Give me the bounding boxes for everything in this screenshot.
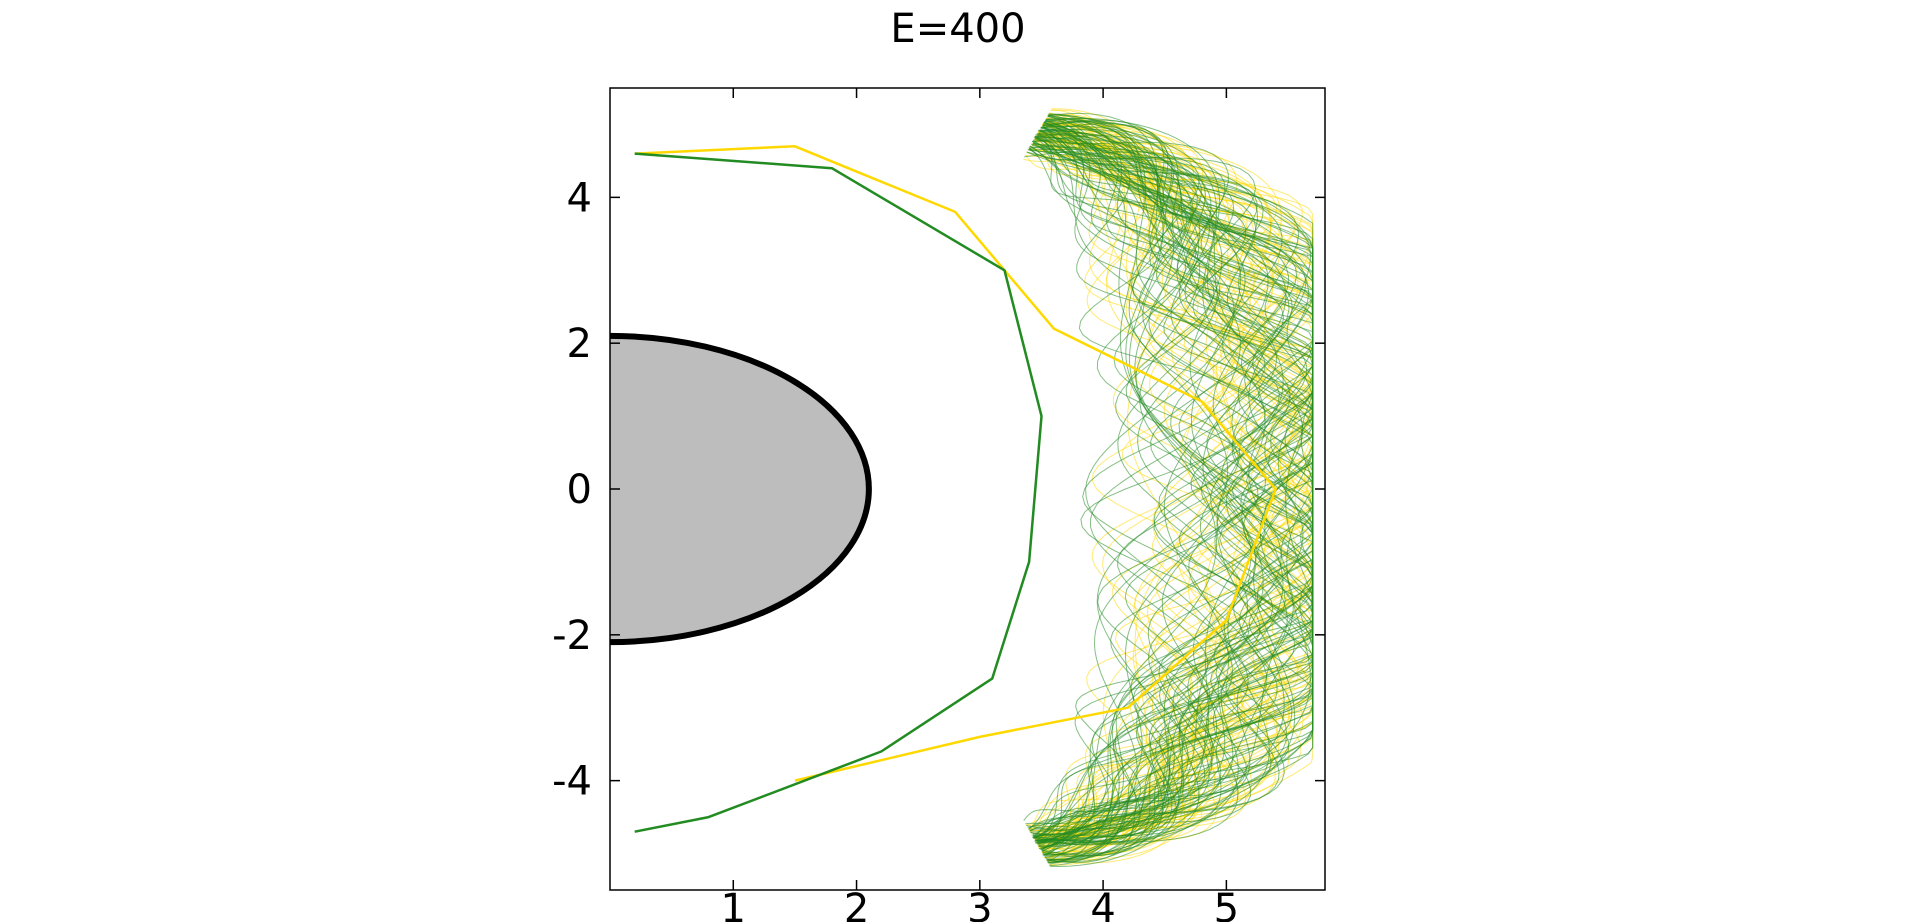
x-tick-label-4: 5: [1214, 886, 1239, 922]
y-tick-label-4: 4: [567, 175, 592, 221]
grey-region: [610, 335, 869, 643]
trajectory-traces: [1023, 108, 1314, 868]
series-line-1: [634, 145, 1277, 782]
x-tick-label-2: 3: [967, 886, 992, 922]
x-tick-label-0: 1: [721, 886, 746, 922]
chart-title: E=400: [890, 6, 1025, 52]
x-tick-label-1: 2: [844, 886, 869, 922]
y-tick-label-3: 2: [567, 321, 592, 367]
series-line-2: [634, 152, 1043, 833]
x-tick-label-3: 4: [1090, 886, 1115, 922]
axis-ticks: 1 2 3 4 5 -4 -2 0 2 4: [552, 88, 1325, 922]
region-boundary: [609, 332, 872, 646]
y-tick-label-1: -2: [552, 613, 592, 659]
y-tick-label-0: -4: [552, 759, 592, 805]
y-tick-label-2: 0: [567, 467, 592, 513]
plot-area: 1 2 3 4 5 -4 -2 0 2 4: [552, 87, 1326, 922]
series-marks: [634, 145, 1277, 833]
